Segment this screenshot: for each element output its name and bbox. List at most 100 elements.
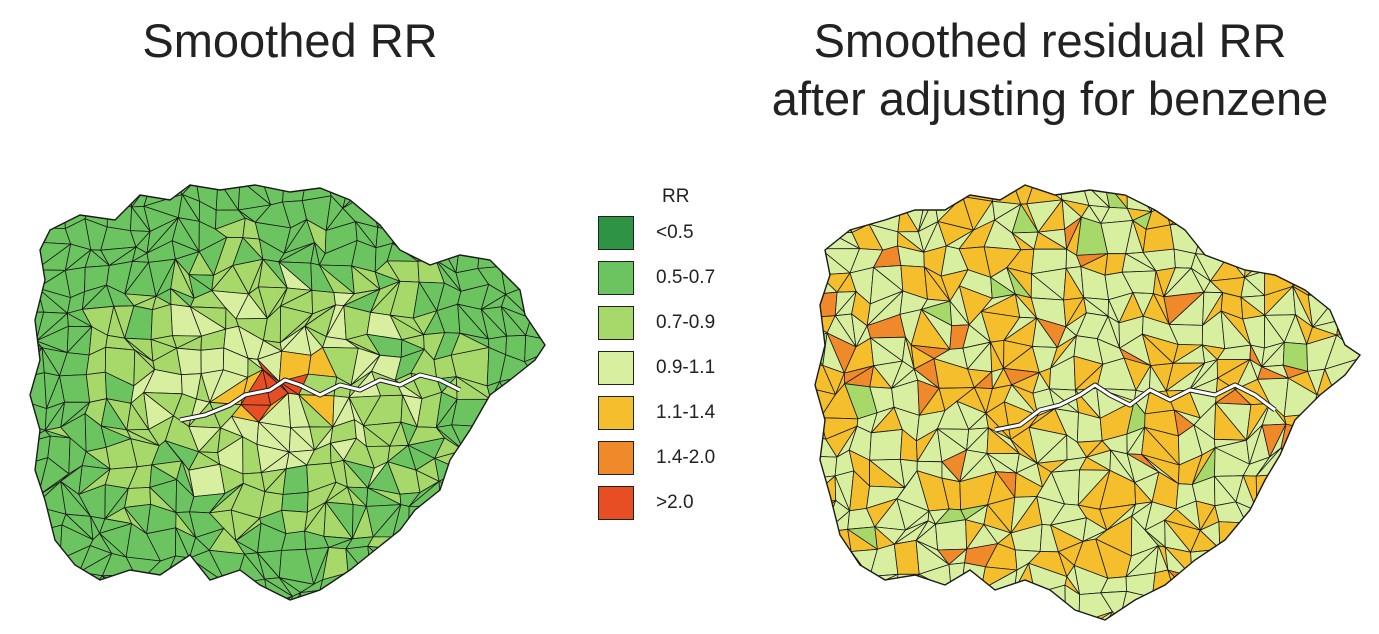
map-region xyxy=(417,545,436,584)
map-region xyxy=(30,505,40,533)
map-region xyxy=(1263,497,1292,532)
map-region xyxy=(416,206,431,232)
map-region xyxy=(911,589,952,620)
map-region xyxy=(397,571,419,600)
map-region xyxy=(551,495,560,511)
map-region xyxy=(919,615,945,620)
map-region xyxy=(191,576,227,600)
map-region xyxy=(30,241,37,271)
map-region xyxy=(30,568,45,599)
map-region xyxy=(1243,230,1274,254)
map-region xyxy=(1119,623,1156,625)
map-region xyxy=(165,576,205,598)
map-region xyxy=(556,510,560,540)
map-region xyxy=(827,204,853,234)
map-region xyxy=(168,596,205,600)
map-region xyxy=(988,621,1017,625)
map-region xyxy=(540,436,545,473)
map-region xyxy=(1325,433,1360,465)
map-region xyxy=(496,195,529,226)
map-region xyxy=(542,205,545,230)
map-region xyxy=(548,180,560,206)
map-region xyxy=(1310,185,1335,201)
map-region xyxy=(815,607,829,620)
map-region xyxy=(1358,392,1360,413)
map-region xyxy=(869,429,903,461)
map-region xyxy=(428,185,461,208)
map-region xyxy=(1290,469,1304,500)
map-region xyxy=(1234,195,1265,236)
map-region xyxy=(188,463,226,498)
legend-label: 0.7-0.9 xyxy=(656,312,716,333)
map-region xyxy=(473,570,502,600)
map-region xyxy=(534,545,545,569)
map-region xyxy=(417,545,436,584)
map-region xyxy=(439,505,468,539)
map-region xyxy=(1279,547,1312,578)
map-region xyxy=(855,617,882,620)
legend-swatch xyxy=(598,441,634,475)
map-region xyxy=(1214,612,1241,620)
map-region xyxy=(1352,289,1360,328)
map-region xyxy=(368,185,395,199)
map-region xyxy=(1218,521,1247,556)
map-region xyxy=(950,589,961,612)
map-region xyxy=(134,574,151,596)
map-region xyxy=(350,595,376,600)
map-region xyxy=(1256,185,1290,202)
map-region xyxy=(532,216,545,246)
map-region xyxy=(391,595,413,600)
right-map-title-line1: Smoothed residual RR xyxy=(813,14,1287,67)
map-region xyxy=(1351,577,1360,596)
map-region xyxy=(543,369,545,395)
map-region xyxy=(41,596,63,600)
legend-label: 1.1-1.4 xyxy=(656,402,716,423)
map-region xyxy=(541,557,545,570)
map-region xyxy=(1223,229,1247,258)
map-region xyxy=(1237,617,1268,620)
map-region xyxy=(496,216,534,245)
map-region xyxy=(1233,543,1274,579)
map-region xyxy=(497,489,534,520)
map-region xyxy=(1234,574,1274,601)
map-region xyxy=(518,567,545,599)
map-region xyxy=(1237,610,1268,620)
map-region xyxy=(919,185,944,204)
map-region xyxy=(1280,447,1318,474)
map-region xyxy=(1291,462,1317,474)
map-region xyxy=(1330,615,1360,620)
left-map-title-text: Smoothed RR xyxy=(142,14,438,67)
map-region xyxy=(1195,185,1222,213)
map-region xyxy=(193,596,226,600)
map-region xyxy=(1264,255,1296,272)
map-region xyxy=(1307,526,1341,557)
map-region xyxy=(524,334,545,363)
map-region xyxy=(1336,245,1360,269)
map-region xyxy=(459,489,483,514)
map-region xyxy=(980,589,1015,620)
map-region xyxy=(959,624,988,625)
map-region xyxy=(541,589,545,600)
map-region xyxy=(386,242,420,262)
map-region xyxy=(1326,407,1360,435)
map-region xyxy=(815,202,832,235)
map-region xyxy=(1318,185,1335,201)
map-region xyxy=(873,185,898,200)
map-region xyxy=(1325,245,1352,268)
map-region xyxy=(1307,501,1334,529)
map-region xyxy=(1219,548,1236,564)
map-region xyxy=(815,547,834,572)
map-region xyxy=(543,205,545,230)
map-region xyxy=(1304,590,1333,619)
map-region xyxy=(855,617,883,620)
map-region xyxy=(430,589,469,600)
map-outline xyxy=(814,184,1362,621)
map-region xyxy=(61,566,85,600)
map-region xyxy=(815,225,832,250)
map-region xyxy=(370,579,398,597)
map-region xyxy=(1170,206,1205,226)
map-region xyxy=(1338,288,1360,311)
map-region xyxy=(551,505,560,536)
map-region xyxy=(551,222,560,245)
map-region xyxy=(1290,469,1306,500)
